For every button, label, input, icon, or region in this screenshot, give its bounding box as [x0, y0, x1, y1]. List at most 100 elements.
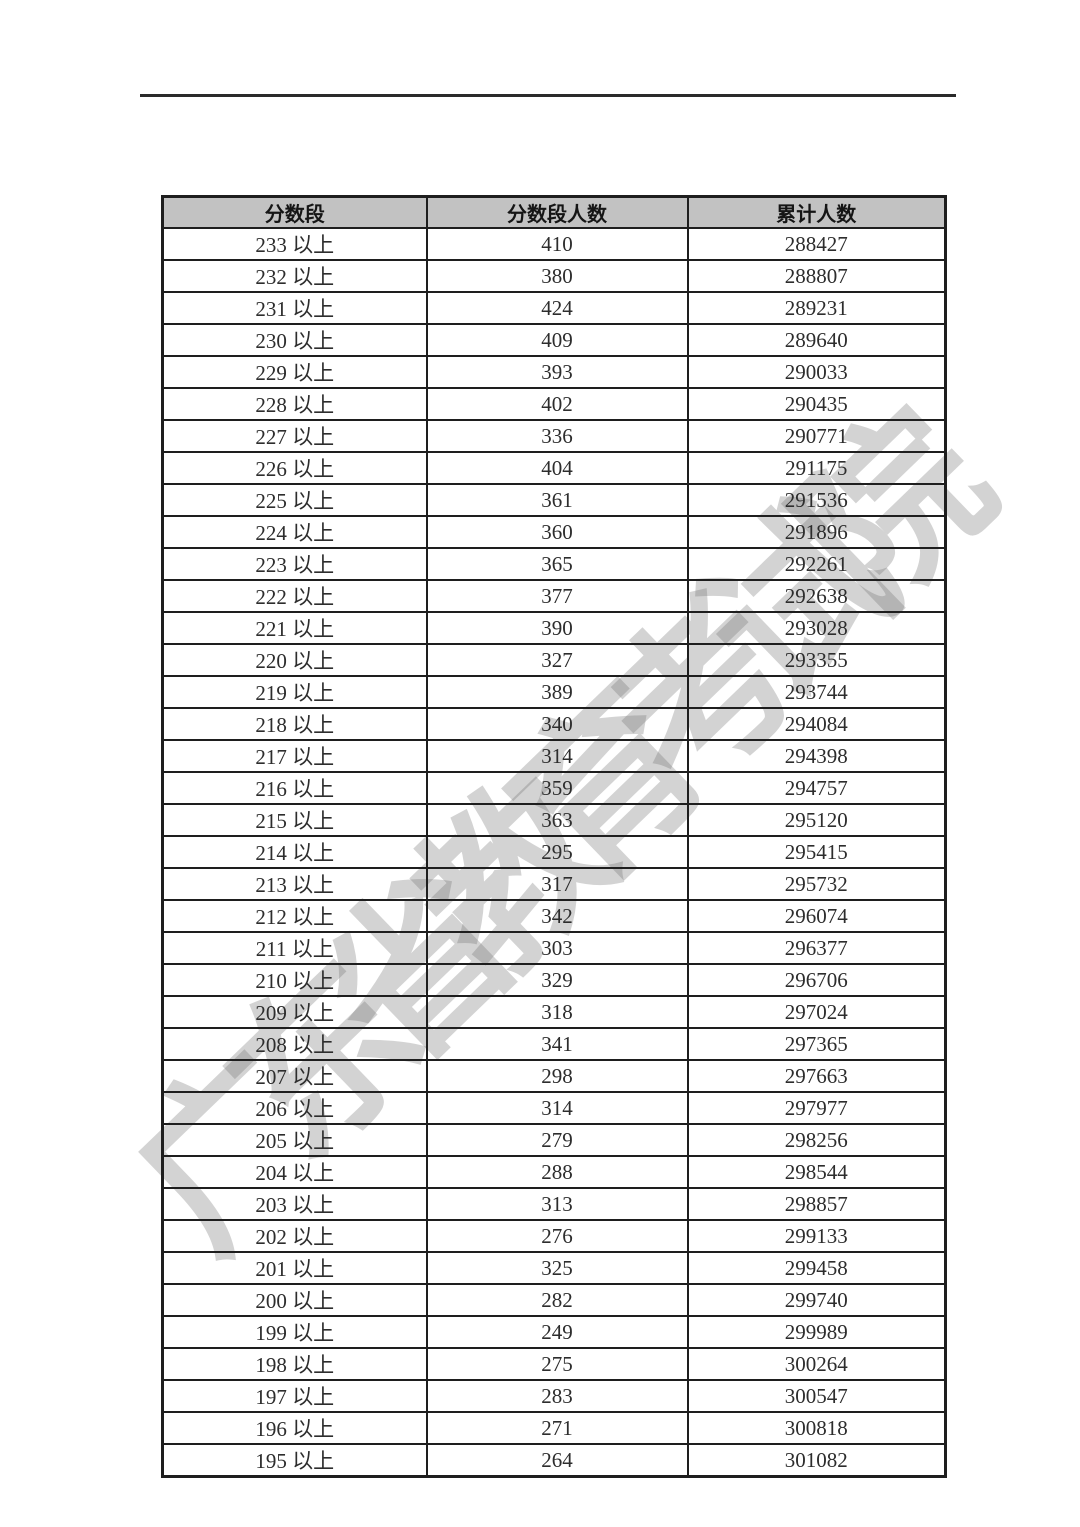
cell-score-band: 230 以上 — [161, 323, 428, 357]
cell-score-band: 202 以上 — [161, 1219, 428, 1253]
cell-cumulative-count: 290435 — [686, 387, 947, 421]
cell-band-count: 279 — [425, 1123, 689, 1157]
cell-cumulative-count: 295120 — [686, 803, 947, 837]
table-row: 206 以上 314 297977 — [161, 1091, 947, 1125]
table-row: 227 以上 336 290771 — [161, 419, 947, 453]
cell-band-count: 264 — [425, 1443, 689, 1478]
cell-band-count: 313 — [425, 1187, 689, 1221]
cell-cumulative-count: 299458 — [686, 1251, 947, 1285]
cell-band-count: 342 — [425, 899, 689, 933]
table-row: 200 以上 282 299740 — [161, 1283, 947, 1317]
cell-band-count: 340 — [425, 707, 689, 741]
table-row: 195 以上 264 301082 — [161, 1443, 947, 1478]
table-row: 214 以上 295 295415 — [161, 835, 947, 869]
cell-cumulative-count: 291175 — [686, 451, 947, 485]
cell-cumulative-count: 292638 — [686, 579, 947, 613]
table-row: 208 以上 341 297365 — [161, 1027, 947, 1061]
cell-band-count: 282 — [425, 1283, 689, 1317]
cell-score-band: 216 以上 — [161, 771, 428, 805]
cell-score-band: 200 以上 — [161, 1283, 428, 1317]
table-row: 212 以上 342 296074 — [161, 899, 947, 933]
table-row: 197 以上 283 300547 — [161, 1379, 947, 1413]
cell-band-count: 393 — [425, 355, 689, 389]
cell-score-band: 196 以上 — [161, 1411, 428, 1445]
table-row: 201 以上 325 299458 — [161, 1251, 947, 1285]
cell-band-count: 377 — [425, 579, 689, 613]
cell-score-band: 207 以上 — [161, 1059, 428, 1093]
table-row: 223 以上 365 292261 — [161, 547, 947, 581]
table-row: 221 以上 390 293028 — [161, 611, 947, 645]
cell-score-band: 201 以上 — [161, 1251, 428, 1285]
cell-cumulative-count: 300818 — [686, 1411, 947, 1445]
cell-cumulative-count: 289231 — [686, 291, 947, 325]
col-header-band-count: 分数段人数 — [425, 195, 689, 229]
cell-cumulative-count: 290033 — [686, 355, 947, 389]
cell-cumulative-count: 292261 — [686, 547, 947, 581]
cell-cumulative-count: 296706 — [686, 963, 947, 997]
cell-band-count: 303 — [425, 931, 689, 965]
table-row: 202 以上 276 299133 — [161, 1219, 947, 1253]
cell-score-band: 210 以上 — [161, 963, 428, 997]
col-header-score-band: 分数段 — [161, 195, 428, 229]
cell-score-band: 208 以上 — [161, 1027, 428, 1061]
cell-score-band: 231 以上 — [161, 291, 428, 325]
cell-cumulative-count: 290771 — [686, 419, 947, 453]
cell-band-count: 276 — [425, 1219, 689, 1253]
cell-score-band: 212 以上 — [161, 899, 428, 933]
cell-score-band: 221 以上 — [161, 611, 428, 645]
cell-cumulative-count: 298544 — [686, 1155, 947, 1189]
cell-cumulative-count: 301082 — [686, 1443, 947, 1478]
cell-score-band: 199 以上 — [161, 1315, 428, 1349]
cell-band-count: 341 — [425, 1027, 689, 1061]
cell-cumulative-count: 288427 — [686, 227, 947, 261]
cell-band-count: 390 — [425, 611, 689, 645]
col-header-cumulative-count: 累计人数 — [686, 195, 947, 229]
cell-band-count: 363 — [425, 803, 689, 837]
cell-score-band: 226 以上 — [161, 451, 428, 485]
table-row: 211 以上 303 296377 — [161, 931, 947, 965]
table-row: 226 以上 404 291175 — [161, 451, 947, 485]
cell-band-count: 288 — [425, 1155, 689, 1189]
cell-cumulative-count: 293744 — [686, 675, 947, 709]
cell-cumulative-count: 298256 — [686, 1123, 947, 1157]
table-row: 222 以上 377 292638 — [161, 579, 947, 613]
cell-score-band: 222 以上 — [161, 579, 428, 613]
cell-score-band: 211 以上 — [161, 931, 428, 965]
table-row: 225 以上 361 291536 — [161, 483, 947, 517]
table-row: 199 以上 249 299989 — [161, 1315, 947, 1349]
cell-band-count: 298 — [425, 1059, 689, 1093]
cell-score-band: 225 以上 — [161, 483, 428, 517]
cell-band-count: 336 — [425, 419, 689, 453]
table-row: 205 以上 279 298256 — [161, 1123, 947, 1157]
table-row: 210 以上 329 296706 — [161, 963, 947, 997]
table-row: 218 以上 340 294084 — [161, 707, 947, 741]
cell-score-band: 233 以上 — [161, 227, 428, 261]
cell-score-band: 220 以上 — [161, 643, 428, 677]
cell-cumulative-count: 300264 — [686, 1347, 947, 1381]
cell-score-band: 206 以上 — [161, 1091, 428, 1125]
cell-band-count: 329 — [425, 963, 689, 997]
cell-cumulative-count: 294084 — [686, 707, 947, 741]
cell-score-band: 213 以上 — [161, 867, 428, 901]
cell-band-count: 317 — [425, 867, 689, 901]
cell-score-band: 195 以上 — [161, 1443, 428, 1478]
cell-cumulative-count: 299740 — [686, 1283, 947, 1317]
cell-score-band: 205 以上 — [161, 1123, 428, 1157]
cell-cumulative-count: 293028 — [686, 611, 947, 645]
table-header-row: 分数段 分数段人数 累计人数 — [161, 195, 947, 229]
header-rule — [140, 94, 956, 97]
cell-band-count: 295 — [425, 835, 689, 869]
cell-cumulative-count: 295732 — [686, 867, 947, 901]
cell-band-count: 249 — [425, 1315, 689, 1349]
cell-score-band: 217 以上 — [161, 739, 428, 773]
cell-cumulative-count: 297024 — [686, 995, 947, 1029]
cell-band-count: 365 — [425, 547, 689, 581]
cell-cumulative-count: 294757 — [686, 771, 947, 805]
cell-score-band: 227 以上 — [161, 419, 428, 453]
table-row: 209 以上 318 297024 — [161, 995, 947, 1029]
cell-score-band: 197 以上 — [161, 1379, 428, 1413]
cell-band-count: 389 — [425, 675, 689, 709]
cell-cumulative-count: 298857 — [686, 1187, 947, 1221]
cell-band-count: 275 — [425, 1347, 689, 1381]
